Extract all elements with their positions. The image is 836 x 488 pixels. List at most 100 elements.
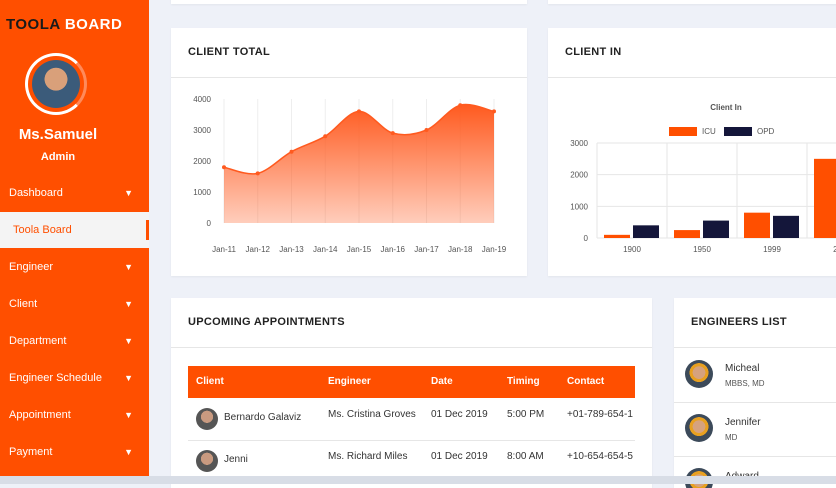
engineer-avatar (685, 360, 713, 388)
y-tick-label: 1000 (193, 188, 211, 197)
x-tick-label: Jan-14 (313, 245, 338, 254)
logo: TOOLA BOARD (6, 16, 122, 33)
area-chart: 0 1000 2000 3000 4000 Jan-11 Jan-12 Jan-13 Jan-1… (193, 95, 507, 254)
x-tick-label: Jan-11 (212, 245, 236, 254)
taskbar (0, 476, 836, 484)
x-tick-label: Jan-15 (347, 245, 372, 254)
card (171, 0, 527, 4)
chevron: ▼ (124, 447, 133, 457)
avatar (32, 60, 80, 108)
y-tick-label: 2000 (193, 157, 211, 166)
point (458, 103, 463, 108)
engineer-avatar (685, 414, 713, 442)
menu-label: Appointment (9, 409, 71, 421)
point (492, 109, 496, 114)
point (357, 109, 361, 114)
card-title: CLIENT TOTAL (188, 46, 271, 58)
chevron: ▼ (124, 299, 133, 309)
profile-name: Ms.Samuel (18, 126, 98, 143)
y-tick-label: 2000 (570, 171, 588, 180)
table-cell: 01 Dec 2019 (431, 409, 488, 420)
menu-item[interactable]: Client ▼ (0, 286, 149, 322)
client-avatar (196, 450, 218, 472)
bar (744, 212, 770, 238)
menu-label: Department (9, 335, 67, 347)
card-title: UPCOMING APPOINTMENTS (188, 316, 345, 328)
card-title: ENGINEERS LIST (691, 316, 787, 328)
chevron: ▼ (124, 410, 133, 420)
x-tick-label: Jan-16 (381, 245, 406, 254)
x-tick-label: Jan-17 (414, 245, 439, 254)
column-header: Date (431, 376, 453, 387)
card (548, 0, 836, 4)
x-tick-label: 1900 (623, 245, 641, 254)
x-tick-label: 1999 (763, 245, 781, 254)
card: ENGINEERS LIST Micheal MBBS, MD Jennifer MD… (674, 298, 836, 488)
avatar-ring (25, 53, 87, 115)
table-header: Client Engineer Date Timing Contact (188, 366, 635, 398)
bar (674, 230, 700, 238)
bar (633, 225, 659, 238)
card: CLIENT IN Client In ICU OPD 0 1000 2000 3000 19… (548, 28, 836, 276)
menu-label: Client (9, 298, 38, 310)
menu-item[interactable]: Department ▼ (0, 323, 149, 359)
bar (814, 158, 836, 238)
client-avatar (196, 408, 218, 430)
menu-label: Engineer Schedule (9, 372, 102, 384)
row-divider (674, 402, 836, 403)
profile-role: Admin (40, 151, 76, 163)
table-cell: Jenni (224, 454, 248, 465)
menu-item[interactable]: Dashboard ▼ (0, 175, 149, 211)
card: UPCOMING APPOINTMENTS Client Engineer Date… (171, 298, 652, 488)
menu-label: Dashboard (9, 187, 63, 199)
x-tick-label: Jan-13 (279, 245, 304, 254)
y-tick-label: 3000 (193, 126, 211, 135)
point (390, 131, 395, 136)
table-cell: 8:00 AM (507, 451, 544, 462)
menu-item[interactable]: Appointment ▼ (0, 397, 149, 433)
sidebar: TOOLA BOARD Ms.Samuel Admin Dashboard ▼ To… (0, 0, 149, 476)
engineer-degree: MBBS, MD (725, 379, 765, 388)
menu-item[interactable]: Engineer ▼ (0, 249, 149, 285)
engineer-name: Jennifer (725, 417, 761, 428)
menu-label: Toola Board (13, 224, 72, 236)
table-cell: Ms. Cristina Groves (328, 409, 416, 420)
active-bar (146, 220, 149, 240)
column-header: Engineer (328, 376, 371, 387)
point (222, 165, 226, 170)
point (323, 134, 328, 139)
y-tick-label: 0 (207, 219, 212, 228)
table-cell: +01-789-654-1 (567, 409, 633, 420)
x-tick-label: 1950 (693, 245, 711, 254)
menu-item[interactable]: Payment ▼ (0, 434, 149, 470)
engineer-degree: MD (725, 433, 738, 442)
y-tick-label: 1000 (570, 202, 588, 211)
menu-item[interactable]: Toola Board (0, 212, 149, 248)
table-cell: 01 Dec 2019 (431, 451, 488, 462)
x-tick-label: Jan-18 (448, 245, 473, 254)
menu-label: Engineer (9, 261, 54, 273)
bar-chart: Client In ICU OPD 0 1000 2000 3000 1900 1950 1999… (570, 103, 836, 254)
logo-part: BOARD (64, 16, 123, 33)
table-cell: +10-654-654-5 (567, 451, 633, 462)
menu-label: Payment (9, 446, 53, 458)
y-tick-label: 3000 (570, 139, 588, 148)
menu-item[interactable]: Engineer Schedule ▼ (0, 360, 149, 396)
bar (604, 234, 630, 238)
y-tick-label: 4000 (193, 95, 211, 104)
x-tick-label: 2050 (833, 245, 836, 254)
card: CLIENT TOTAL 0 1000 2000 3000 4000 Jan-11 Jan-… (171, 28, 527, 276)
chevron: ▼ (124, 373, 133, 383)
chart-title: Client In (710, 103, 742, 112)
table-cell: 5:00 PM (507, 409, 545, 420)
legend-swatch (724, 127, 752, 136)
legend-swatch (669, 127, 697, 136)
row-divider (188, 440, 635, 441)
point (424, 128, 429, 132)
column-header: Timing (507, 376, 540, 387)
area (224, 104, 494, 223)
table-cell: Ms. Richard Miles (328, 451, 408, 462)
column-header: Contact (567, 376, 605, 387)
point (289, 149, 294, 154)
